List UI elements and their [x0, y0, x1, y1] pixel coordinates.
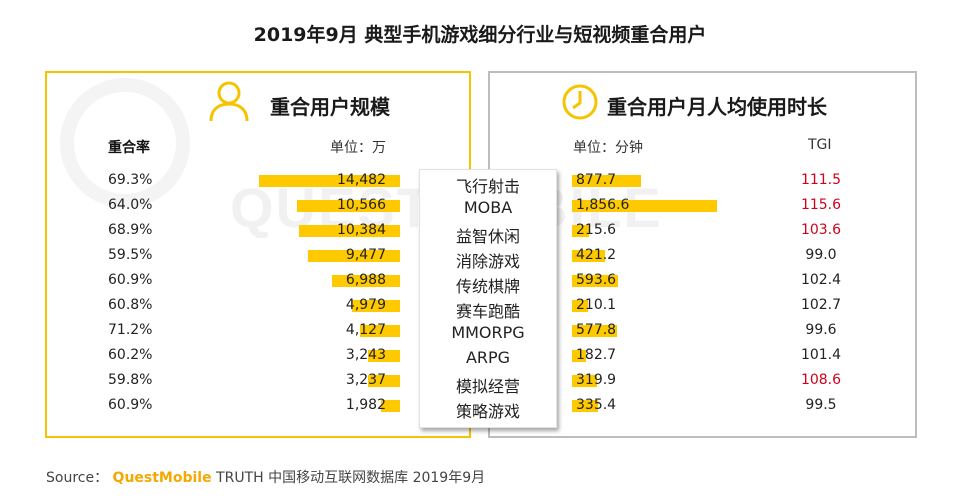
category-label: 消除游戏 [455, 252, 520, 271]
tgi-header: TGI [808, 137, 832, 153]
usage-time-heading: 重合用户月人均使用时长 [607, 95, 827, 119]
user-scale-value-label: 10,566 [337, 197, 386, 213]
overlap-rate-value: 71.2% [108, 322, 153, 338]
usage-time-value-label: 577.8 [576, 322, 617, 338]
tgi-value: 102.4 [800, 272, 842, 288]
user-scale-value-label: 4,127 [345, 322, 386, 338]
source-rest: TRUTH 中国移动互联网数据库 2019年9月 [216, 470, 486, 486]
user-scale-bar [259, 175, 400, 187]
user-scale-value-label: 6,988 [345, 272, 386, 288]
user-scale-value-label: 3,237 [345, 372, 386, 388]
usage-time-bar [572, 275, 619, 287]
usage-time-bar [572, 375, 597, 387]
source-prefix: Source： [46, 470, 109, 486]
clock-icon [562, 84, 598, 120]
chart-title: 2019年9月 典型手机游戏细分行业与短视频重合用户 [253, 24, 707, 46]
usage-time-bar [572, 325, 618, 337]
user-scale-bar [331, 275, 400, 287]
usage-time-value-label: 182.7 [576, 347, 617, 363]
category-label: 模拟经营 [455, 377, 520, 396]
tgi-value: 102.7 [800, 297, 842, 313]
usage-time-bar [572, 175, 641, 187]
user-scale-bar [368, 350, 400, 362]
user-scale-value-label: 3,243 [345, 347, 386, 363]
tgi-value: 111.5 [800, 172, 842, 188]
overlap-rate-value: 60.2% [108, 347, 153, 363]
user-scale-bar [307, 250, 400, 262]
usage-time-bar [572, 300, 589, 312]
overlap-rate-value: 60.9% [108, 272, 153, 288]
user-icon [209, 81, 249, 122]
user-scale-value-label: 9,477 [345, 247, 386, 263]
usage-time-value-label: 335.4 [576, 397, 617, 413]
usage-time-value-label: 877.7 [576, 172, 617, 188]
tgi-value: 103.6 [800, 222, 842, 238]
usage-time-value-label: 319.9 [576, 372, 617, 388]
usage-time-value-label: 1,856.6 [576, 197, 630, 213]
overlap-rate-value: 59.8% [108, 372, 153, 388]
tgi-value: 99.5 [805, 397, 837, 413]
usage-time-bar [572, 400, 599, 412]
overlap-rate-value: 60.8% [108, 297, 153, 313]
usage-time-value-label: 210.1 [576, 297, 617, 313]
category-label: MMORPG [451, 323, 525, 342]
user-scale-heading: 重合用户规模 [270, 95, 390, 119]
category-label: 益智休闲 [455, 227, 520, 246]
user-scale-bar [351, 300, 400, 312]
overlap-rate-value: 69.3% [108, 172, 153, 188]
overlap-rate-header: 重合率 [108, 140, 150, 156]
category-label: ARPG [465, 348, 511, 367]
source-note: Source： QuestMobile TRUTH 中国移动互联网数据库 201… [46, 467, 485, 487]
tgi-value: 99.6 [805, 322, 837, 338]
usage-time-value-label: 215.6 [576, 222, 617, 238]
source-brand: QuestMobile [112, 470, 212, 486]
user-scale-value-label: 1,982 [345, 397, 386, 413]
category-label: MOBA [463, 198, 513, 217]
usage-time-bar [572, 225, 589, 237]
overlap-rate-value: 68.9% [108, 222, 153, 238]
overlap-rate-value: 64.0% [108, 197, 153, 213]
user-scale-bar [359, 325, 400, 337]
user-scale-unit-header: 单位：万 [330, 140, 386, 156]
user-scale-bar [298, 225, 400, 237]
tgi-value: 101.4 [800, 347, 842, 363]
user-scale-bar [297, 200, 400, 212]
category-label: 传统棋牌 [455, 277, 520, 296]
usage-time-bar [572, 200, 717, 212]
tgi-value: 108.6 [800, 372, 842, 388]
tgi-value: 99.0 [805, 247, 837, 263]
usage-time-bar [572, 350, 587, 362]
overlap-rate-value: 59.5% [108, 247, 153, 263]
category-list: 飞行射击 MOBA 益智休闲消除游戏传统棋牌赛车跑酷 MMORPG ARPG 模拟经营策略… [419, 169, 557, 428]
usage-time-unit-header: 单位：分钟 [573, 140, 643, 156]
category-label: 赛车跑酷 [455, 302, 520, 321]
user-scale-bar [368, 375, 400, 387]
usage-time-bar [572, 250, 605, 262]
overlap-rate-value: 60.9% [108, 397, 153, 413]
usage-time-value-label: 421.2 [576, 247, 617, 263]
usage-time-value-label: 593.6 [576, 272, 617, 288]
tgi-value: 115.6 [800, 197, 842, 213]
user-scale-bar [380, 400, 400, 412]
category-label: 飞行射击 [455, 177, 520, 196]
user-scale-value-label: 10,384 [337, 222, 386, 238]
category-label: 策略游戏 [455, 402, 520, 421]
user-scale-value-label: 4,979 [345, 297, 386, 313]
user-scale-value-label: 14,482 [337, 172, 386, 188]
